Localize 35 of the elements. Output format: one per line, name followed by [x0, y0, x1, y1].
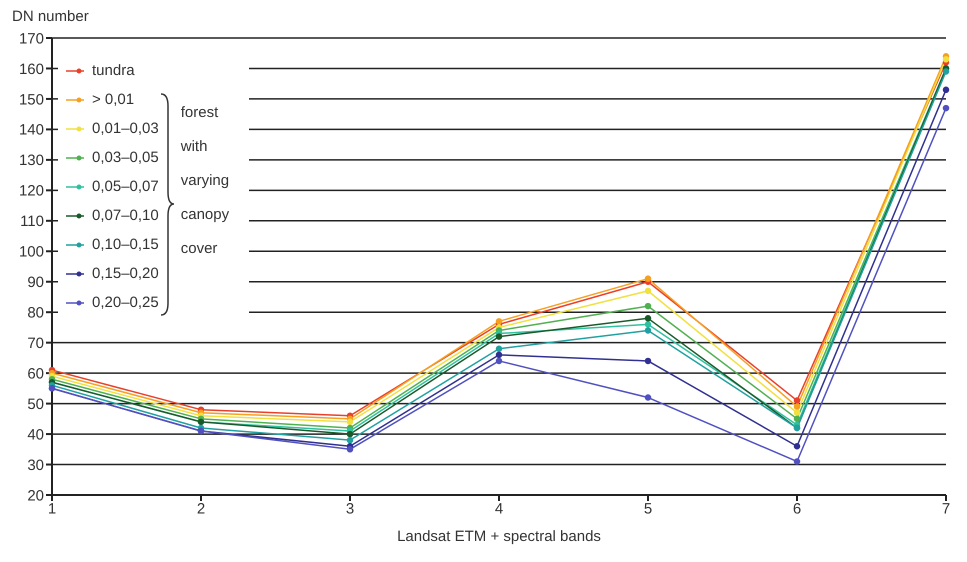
legend-label: 0,10–0,15 [92, 236, 159, 253]
y-tick-label: 80 [27, 304, 44, 322]
y-tick-label: 100 [18, 244, 44, 261]
y-tick-label: 90 [27, 274, 44, 292]
y-tick-label: 70 [27, 334, 44, 352]
annotation: forest with varying canopy cover [180, 103, 230, 259]
y-tick-label: 120 [18, 182, 44, 200]
y-tick-label: 160 [18, 60, 44, 78]
y-tick-label: 170 [18, 30, 44, 48]
x-tick-label: 1 [48, 500, 56, 518]
legend-label: 0,20–0,25 [92, 294, 159, 311]
y-tick-label: 30 [27, 456, 44, 474]
y-axis-title: DN number [12, 8, 89, 25]
x-tick-label: 7 [942, 500, 950, 518]
legend-label: > 0,01 [92, 91, 134, 108]
legend-label: tundra [92, 62, 135, 79]
legend-label: 0,03–0,05 [92, 149, 159, 166]
y-tick-label: 130 [18, 152, 44, 170]
y-tick-label: 60 [27, 365, 44, 382]
y-tick-label: 40 [27, 426, 44, 444]
y-tick-label: 150 [18, 91, 44, 108]
x-tick-label: 5 [644, 500, 652, 518]
legend-label: 0,15–0,20 [92, 265, 159, 282]
y-tick-label: 140 [18, 122, 44, 139]
y-tick-label: 110 [20, 213, 44, 230]
legend-label: 0,01–0,03 [92, 120, 159, 137]
y-tick-label: 20 [27, 487, 44, 504]
x-tick-label: 4 [494, 500, 504, 518]
y-tick-label: 50 [27, 396, 44, 413]
x-axis-title: Landsat ETM + spectral bands [397, 528, 601, 545]
x-tick-label: 3 [346, 500, 354, 518]
legend-label: 0,05–0,07 [92, 178, 159, 195]
legend-label: 0,07–0,10 [92, 207, 159, 224]
x-tick-label: 6 [792, 500, 802, 518]
x-tick-label: 2 [196, 500, 206, 518]
